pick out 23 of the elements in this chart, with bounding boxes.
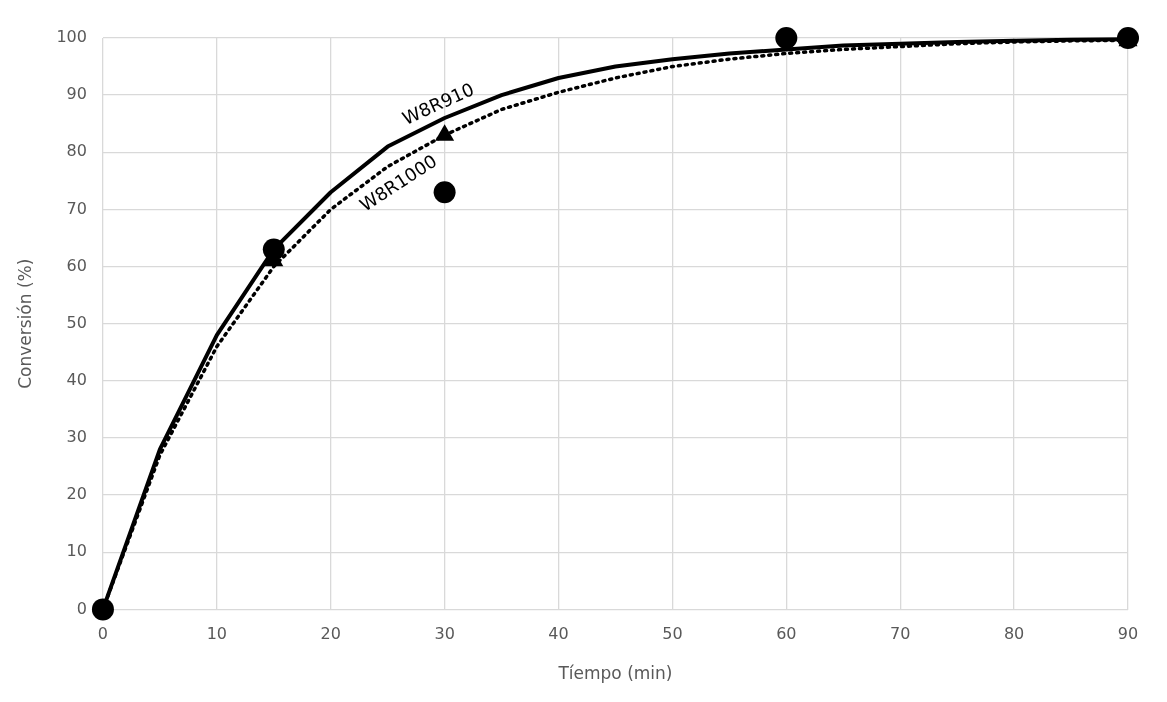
x-tick-label: 40	[548, 624, 569, 644]
x-tick-label: 20	[320, 624, 341, 644]
y-tick-label: 80	[66, 141, 87, 161]
y-tick-label: 90	[66, 84, 87, 104]
y-tick-label: 70	[66, 198, 87, 218]
y-tick-label: 60	[66, 255, 87, 275]
y-tick-label: 40	[66, 370, 87, 389]
y-tick-label: 50	[66, 312, 87, 332]
x-axis-title: Tíempo (min)	[557, 663, 673, 684]
x-tick-label: 0	[97, 624, 109, 644]
x-tick-label: 60	[776, 624, 797, 644]
x-tick-label: 50	[662, 624, 683, 644]
y-tick-label: 0	[76, 598, 87, 618]
x-tick-label: 90	[1117, 624, 1139, 644]
y-tick-label: 30	[66, 427, 87, 447]
x-tick-label: 10	[206, 624, 228, 644]
x-tick-label: 30	[434, 624, 455, 644]
y-tick-label: 10	[66, 541, 87, 561]
x-tick-label: 70	[890, 624, 911, 644]
y-tick-label: 20	[66, 484, 87, 504]
y-tick-label: 100	[56, 27, 87, 47]
x-tick-label: 80	[1003, 624, 1025, 644]
y-axis-title: Conversión (%)	[14, 258, 35, 389]
